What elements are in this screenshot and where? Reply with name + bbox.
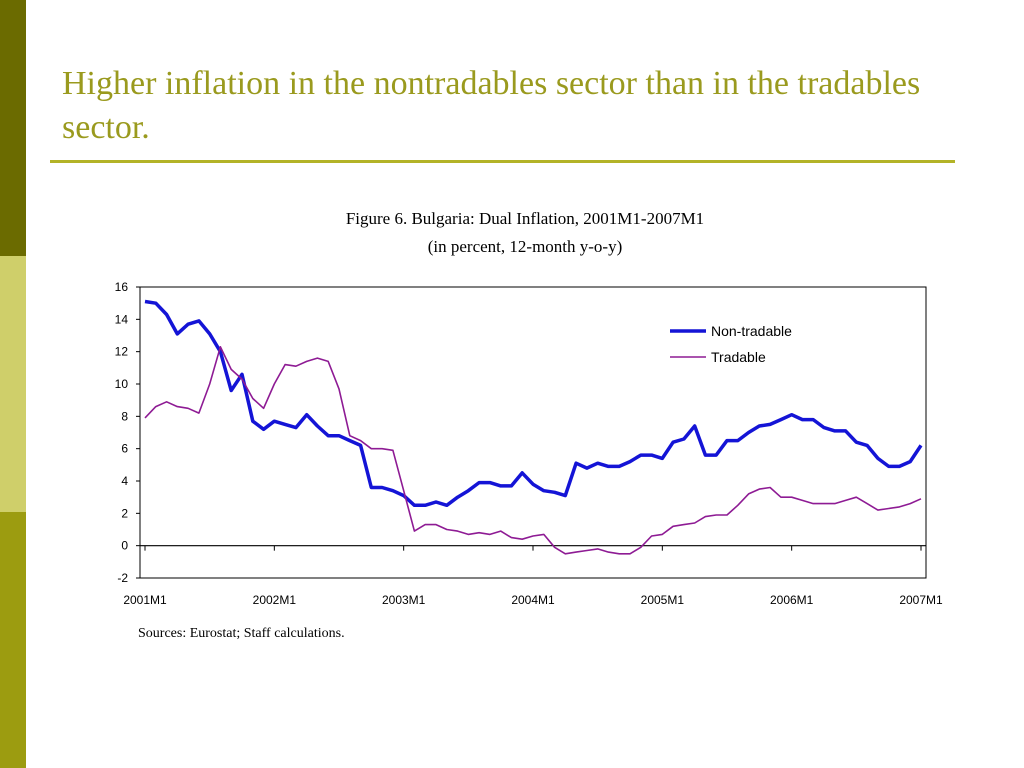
x-tick-label: 2007M1	[899, 593, 943, 607]
figure-title: Figure 6. Bulgaria: Dual Inflation, 2001…	[345, 209, 705, 228]
x-tick-label: 2004M1	[511, 593, 555, 607]
series-line-non-tradable	[144, 299, 923, 508]
y-tick-label: 14	[115, 312, 129, 326]
y-tick-label: 2	[121, 506, 128, 520]
figure-subtitle: (in percent, 12-month y-o-y)	[427, 237, 623, 256]
figure-source-note: Sources: Eurostat; Staff calculations.	[138, 626, 345, 641]
y-tick-label: 4	[121, 474, 128, 488]
x-tick-label: 2002M1	[253, 593, 297, 607]
slide-title: Higher inflation in the nontradables sec…	[62, 65, 921, 146]
left-decor-strip-top	[0, 0, 26, 256]
y-tick-label: 8	[121, 409, 128, 423]
legend-label: Tradable	[711, 349, 766, 365]
left-decor-strip-middle	[0, 256, 26, 512]
y-tick-label: 12	[115, 345, 129, 359]
title-rule	[50, 160, 955, 163]
legend-label: Non-tradable	[711, 323, 792, 339]
y-tick-label: 16	[115, 280, 129, 294]
left-decor-strip-bottom	[0, 512, 26, 768]
x-tick-label: 2006M1	[770, 593, 814, 607]
x-tick-label: 2005M1	[641, 593, 685, 607]
y-tick-label: 6	[121, 442, 128, 456]
y-tick-label: 0	[121, 539, 128, 553]
y-tick-label: 10	[115, 377, 129, 391]
x-tick-label: 2003M1	[382, 593, 426, 607]
y-tick-label: -2	[117, 571, 128, 585]
series-line-tradable	[144, 345, 922, 555]
x-tick-label: 2001M1	[123, 593, 167, 607]
plot-frame	[139, 286, 927, 579]
